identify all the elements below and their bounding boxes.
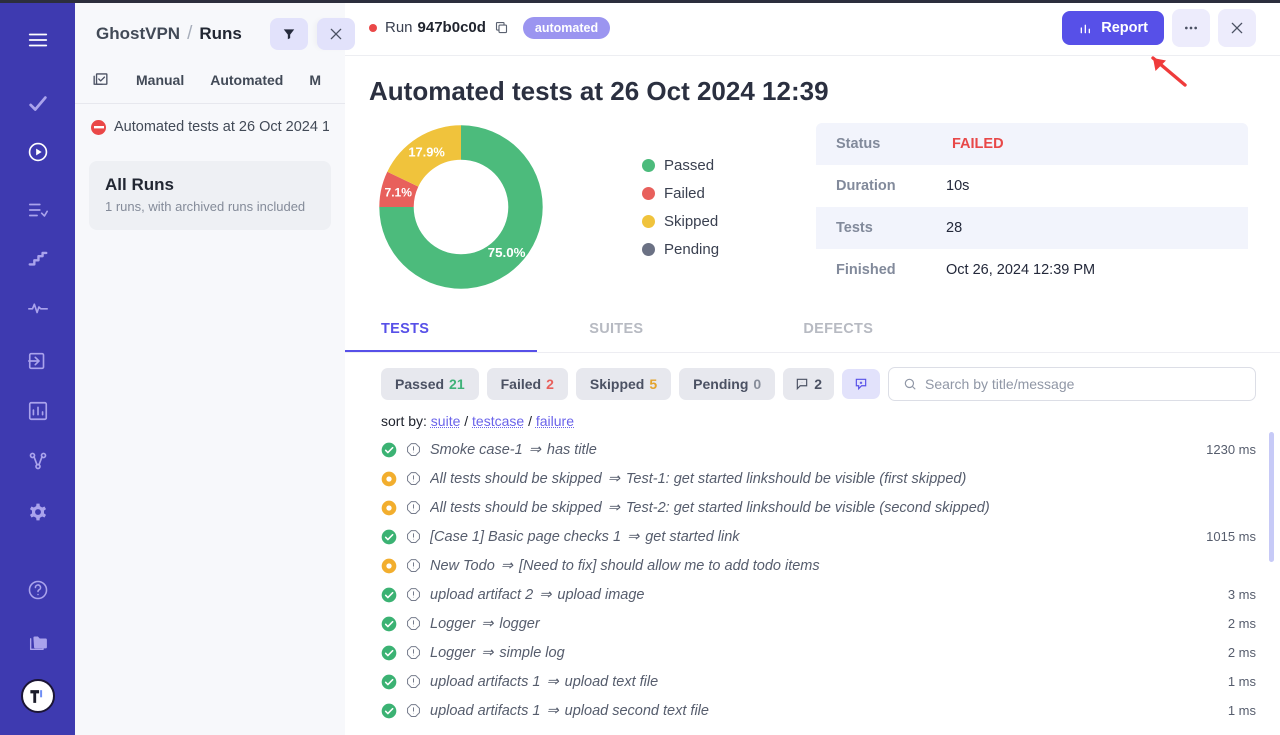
svg-text:75.0%: 75.0% bbox=[488, 245, 526, 260]
svg-text:17.9%: 17.9% bbox=[408, 144, 445, 159]
svg-text:7.1%: 7.1% bbox=[385, 186, 413, 200]
